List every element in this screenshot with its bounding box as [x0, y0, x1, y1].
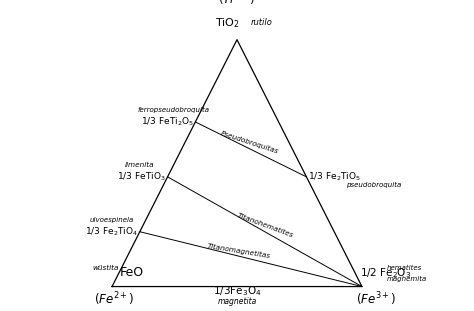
Text: Titanohematites: Titanohematites [236, 212, 294, 238]
Text: pseudobroquita: pseudobroquita [346, 181, 401, 188]
Text: 1/3Fe$_3$O$_4$: 1/3Fe$_3$O$_4$ [213, 284, 261, 298]
Text: FeO: FeO [119, 266, 144, 279]
Text: Titanomagnetitas: Titanomagnetitas [207, 243, 271, 259]
Text: magnetita: magnetita [218, 297, 256, 306]
Text: rutilo: rutilo [251, 18, 273, 27]
Text: 1/3 FeTiO$_3$: 1/3 FeTiO$_3$ [118, 171, 166, 183]
Text: 1/3 Fe$_2$TiO$_5$: 1/3 Fe$_2$TiO$_5$ [308, 171, 361, 183]
Text: 1/3 Fe$_2$TiO$_4$: 1/3 Fe$_2$TiO$_4$ [85, 225, 138, 238]
Text: ilmenita: ilmenita [125, 162, 155, 168]
Text: 1/3 FeTi$_2$O$_5$: 1/3 FeTi$_2$O$_5$ [141, 116, 194, 128]
Text: ferropseudobroquita: ferropseudobroquita [137, 107, 210, 114]
Text: 1/2 Fe$_2$O$_3$: 1/2 Fe$_2$O$_3$ [360, 266, 412, 280]
Text: $(Fe^{2+})$: $(Fe^{2+})$ [94, 290, 134, 308]
Text: $(Fe^{3+})$: $(Fe^{3+})$ [356, 290, 396, 308]
Text: TiO$_2$: TiO$_2$ [215, 16, 240, 30]
Text: hematites: hematites [386, 265, 421, 271]
Text: ulvoespinela: ulvoespinela [90, 217, 134, 223]
Text: $(Ti^{4+})$: $(Ti^{4+})$ [219, 0, 255, 8]
Text: Pseudobroquitas: Pseudobroquitas [219, 130, 279, 155]
Text: wüstita: wüstita [92, 265, 118, 271]
Text: maghemita: maghemita [386, 276, 427, 282]
